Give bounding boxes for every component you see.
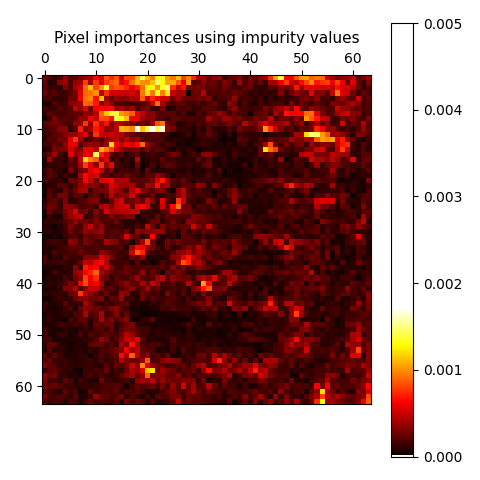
- Title: Pixel importances using impurity values: Pixel importances using impurity values: [54, 31, 360, 47]
